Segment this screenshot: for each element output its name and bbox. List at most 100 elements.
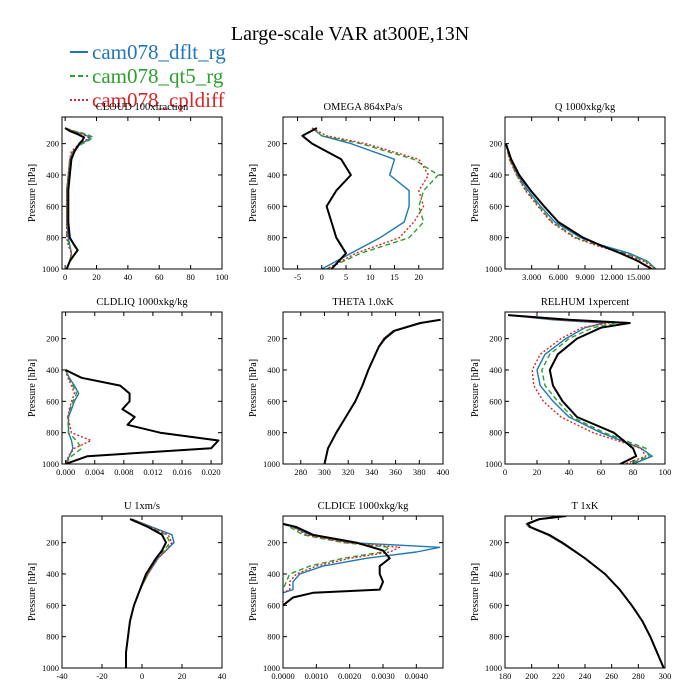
panel-4-xtick-label-4: 360: [389, 467, 402, 477]
panel-8-xtick-label-4: 260: [605, 671, 618, 681]
panel-2: Q 1000xkg/kg Pressure [hPa] 3.000 6.000 9.00…: [470, 102, 666, 282]
panel-1-series-0: [311, 127, 410, 269]
panel-2-ytick-label-4: 1000: [485, 264, 502, 274]
panel-2-xtick-label-1: 6.000: [549, 272, 568, 282]
panel-frame-6: [61, 515, 223, 669]
panel-ylabel-1: Pressure [hPa]: [248, 164, 259, 222]
legend-label-0: cam078_dflt_rg: [92, 40, 226, 64]
panel-frame-7: [282, 515, 444, 669]
panel-8-ytick-label-3: 800: [489, 632, 502, 642]
panel-0-ytick-label-1: 400: [46, 170, 59, 180]
panel-1-series-3: [301, 127, 352, 269]
panel-3-series-2: [64, 369, 92, 464]
panel-ylabel-6: Pressure [hPa]: [27, 563, 38, 621]
panel-1-xtick-label-4: 15: [390, 272, 399, 282]
panel-3-xtick-label-0: 0.000: [56, 467, 75, 477]
panel-8-ytick-label-1: 400: [489, 569, 502, 579]
panel-ylabel-0: Pressure [hPa]: [27, 164, 38, 222]
panel-4: THETA 1.0xK Pressure [hPa] 280 300 320 340 360…: [248, 297, 449, 477]
panel-6-xtick-label-2: 0: [140, 671, 144, 681]
panel-4-ytick-label-4: 1000: [263, 459, 280, 469]
panel-6-xtick-label-3: 20: [178, 671, 187, 681]
panel-0-xtick-label-1: 20: [92, 272, 101, 282]
panel-4-xtick-label-6: 400: [437, 467, 450, 477]
panel-title-0: CLOUD 100xfraction: [96, 102, 189, 113]
panel-3: CLDLIQ 1000xkg/kg Pressure [hPa] 0.000 0.00…: [27, 297, 223, 477]
panel-8-series-1: [525, 516, 665, 668]
panel-5-ytick-label-1: 400: [489, 365, 502, 375]
panel-2-ytick-label-3: 800: [489, 233, 502, 243]
panel-5-xtick-label-0: 0: [503, 467, 507, 477]
panel-frame-8: [504, 515, 666, 669]
panel-8-xtick-label-2: 220: [552, 671, 565, 681]
panel-frame-2: [504, 116, 666, 270]
panel-6-ytick-label-4: 1000: [42, 663, 59, 673]
panel-6-xtick-label-0: -40: [56, 671, 67, 681]
panel-2-series-2: [505, 143, 656, 269]
panel-3-xtick-label-1: 0.004: [85, 467, 105, 477]
panel-0: CLOUD 100xfraction Pressure [hPa] 0 20 40 60 8…: [27, 102, 228, 282]
panel-4-xtick-label-1: 300: [318, 467, 331, 477]
panel-6-xtick-label-4: 40: [218, 671, 227, 681]
panel-5-xtick-label-2: 40: [565, 467, 574, 477]
panel-7-xtick-label-2: 0.0020: [338, 671, 361, 681]
panel-7-xtick-label-0: 0.0000: [271, 671, 294, 681]
panel-4-ytick-label-3: 800: [267, 428, 280, 438]
panel-8-ytick-label-0: 200: [489, 538, 502, 548]
panel-6-ytick-label-2: 600: [46, 600, 59, 610]
panel-1-ytick-label-0: 200: [267, 139, 280, 149]
panel-3-ytick-label-2: 600: [46, 396, 59, 406]
panel-ylabel-5: Pressure [hPa]: [470, 359, 481, 417]
panel-frame-3: [61, 311, 223, 465]
panel-title-3: CLDLIQ 1000xkg/kg: [96, 297, 188, 308]
panel-6-xtick-label-1: -20: [96, 671, 107, 681]
panel-3-series-0: [64, 369, 80, 464]
panel-0-ytick-label-4: 1000: [42, 264, 59, 274]
panel-8-xtick-label-5: 280: [632, 671, 645, 681]
panel-5-ytick-label-3: 800: [489, 428, 502, 438]
panel-2-series-1: [505, 143, 657, 269]
panel-3-xtick-label-5: 0.020: [202, 467, 221, 477]
panel-frame-4: [282, 311, 444, 465]
panel-frame-5: [504, 311, 666, 465]
panel-1-series-2: [311, 127, 430, 269]
panel-frame-1: [282, 116, 444, 270]
panel-7: CLDICE 1000xkg/kg Pressure [hPa] 0.0000 0.0…: [248, 501, 444, 681]
panel-0-xtick-label-3: 60: [155, 272, 164, 282]
panel-5: RELHUM 1xpercent Pressure [hPa] 0 20 40 60 80 1…: [470, 297, 671, 477]
panel-5-ytick-label-4: 1000: [485, 459, 502, 469]
legend: cam078_dflt_rg cam078_qt5_rg cam078_cpld…: [70, 40, 226, 112]
panel-0-xtick-label-2: 40: [124, 272, 133, 282]
panel-title-1: OMEGA 864xPa/s: [323, 102, 402, 113]
panel-4-xtick-label-5: 380: [413, 467, 426, 477]
panel-0-series-3: [64, 127, 85, 269]
panel-5-series-1: [508, 314, 650, 464]
panel-4-xtick-label-3: 340: [366, 467, 379, 477]
panel-ylabel-8: Pressure [hPa]: [470, 563, 481, 621]
panel-5-xtick-label-3: 60: [597, 467, 606, 477]
panel-frame-0: [61, 116, 223, 270]
panel-title-8: T 1xK: [572, 501, 599, 512]
panel-title-2: Q 1000xkg/kg: [555, 102, 616, 113]
panel-8-xtick-label-1: 200: [525, 671, 538, 681]
panel-4-ytick-label-0: 200: [267, 334, 280, 344]
panel-2-xtick-label-4: 15.000: [627, 272, 650, 282]
panel-8-series-0: [525, 516, 665, 668]
panel-3-xtick-label-4: 0.016: [172, 467, 191, 477]
panel-5-ytick-label-0: 200: [489, 334, 502, 344]
panel-6: U 1xm/s Pressure [hPa] -40 -20 0 20 40 200 400 60…: [27, 501, 226, 681]
panel-1-xtick-label-1: 0: [320, 272, 324, 282]
panel-3-ytick-label-3: 800: [46, 428, 59, 438]
panel-6-series-3: [125, 518, 167, 668]
panel-5-xtick-label-4: 80: [629, 467, 638, 477]
panel-8-ytick-label-4: 1000: [485, 663, 502, 673]
panel-3-series-3: [65, 369, 220, 464]
panel-1-xtick-label-2: 5: [344, 272, 348, 282]
panel-5-ytick-label-2: 600: [489, 396, 502, 406]
panel-title-4: THETA 1.0xK: [332, 297, 394, 308]
panel-6-series-0: [125, 518, 175, 668]
panel-1-ytick-label-2: 600: [267, 201, 280, 211]
panel-0-ytick-label-2: 600: [46, 201, 59, 211]
panel-title-6: U 1xm/s: [124, 501, 160, 512]
